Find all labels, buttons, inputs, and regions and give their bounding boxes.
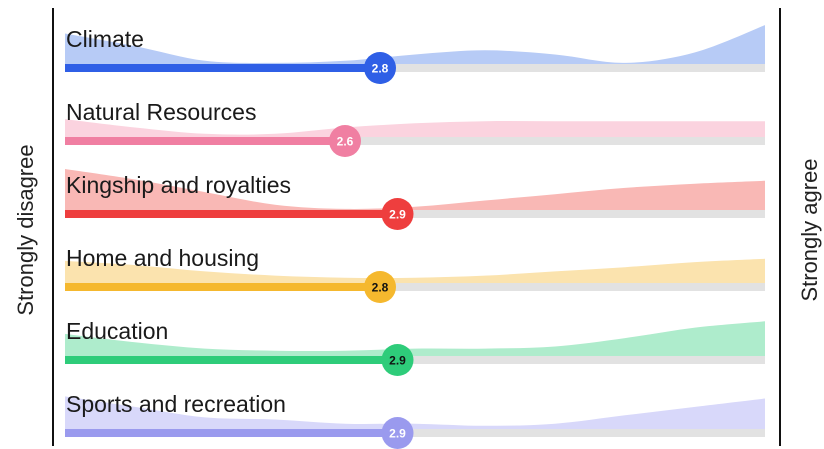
- mean-value-label: 2.9: [389, 427, 406, 441]
- mean-bar: [65, 64, 380, 72]
- scale-track: [65, 137, 765, 145]
- distribution-area: [65, 258, 765, 284]
- scale-track: [65, 64, 765, 72]
- mean-badge: [329, 125, 361, 157]
- mean-bar: [65, 283, 380, 291]
- mean-badge: [381, 417, 414, 449]
- right-axis-label: Strongly agree: [797, 158, 822, 301]
- rows-group: Climate 2.8 Natural Resources 2.6 Kingship a…: [65, 25, 765, 449]
- mean-value-label: 2.9: [389, 208, 406, 222]
- distribution-area: [65, 321, 765, 357]
- mean-value-label: 2.8: [372, 62, 389, 76]
- mean-bar: [65, 429, 398, 437]
- mean-badge: [381, 198, 414, 230]
- row-home-and-housing: Home and housing 2.8: [65, 245, 765, 303]
- distribution-area: [65, 396, 765, 430]
- row-sports-and-recreation: Sports and recreation 2.9: [65, 391, 765, 449]
- mean-bar: [65, 137, 345, 145]
- row-label: Kingship and royalties: [66, 172, 291, 198]
- scale-track: [65, 283, 765, 291]
- mean-badge: [364, 271, 396, 303]
- distribution-area: [65, 119, 765, 138]
- mean-bar: [65, 210, 398, 218]
- row-education: Education 2.9: [65, 318, 765, 376]
- row-label: Sports and recreation: [66, 391, 286, 417]
- row-climate: Climate 2.8: [65, 25, 765, 84]
- scale-track: [65, 210, 765, 218]
- row-label: Education: [66, 318, 168, 344]
- mean-bar: [65, 356, 398, 364]
- mean-value-label: 2.8: [372, 281, 389, 295]
- distribution-area: [65, 169, 765, 211]
- scale-track: [65, 429, 765, 437]
- left-axis-label: Strongly disagree: [13, 144, 38, 315]
- distribution-area: [65, 25, 765, 66]
- scale-track: [65, 356, 765, 364]
- mean-badge: [381, 344, 414, 376]
- row-kingship-and-royalties: Kingship and royalties 2.9: [65, 169, 765, 230]
- row-label: Home and housing: [66, 245, 259, 271]
- row-natural-resources: Natural Resources 2.6: [65, 99, 765, 157]
- row-label: Natural Resources: [66, 99, 256, 125]
- mean-badge: [364, 52, 396, 84]
- mean-value-label: 2.9: [389, 354, 406, 368]
- mean-value-label: 2.6: [337, 135, 354, 149]
- row-label: Climate: [66, 26, 144, 52]
